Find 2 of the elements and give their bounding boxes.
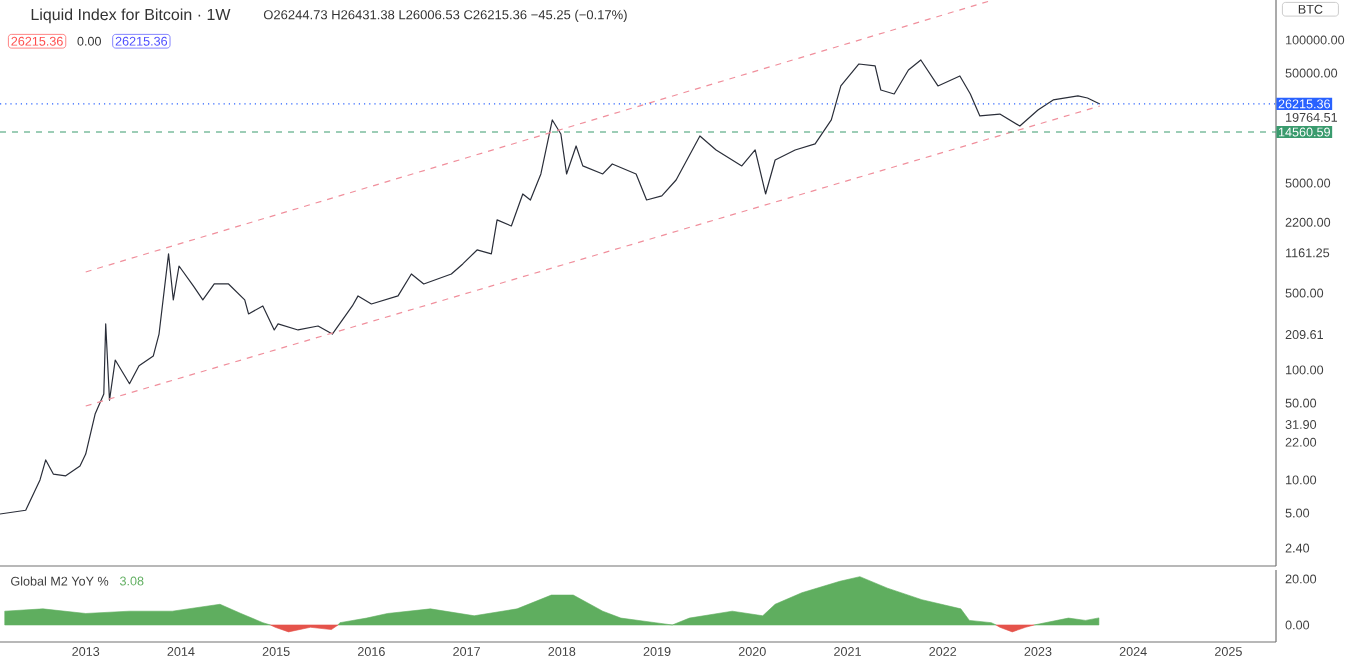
chart-title: Liquid Index for Bitcoin · 1W xyxy=(31,8,231,24)
line-series xyxy=(0,59,1101,515)
